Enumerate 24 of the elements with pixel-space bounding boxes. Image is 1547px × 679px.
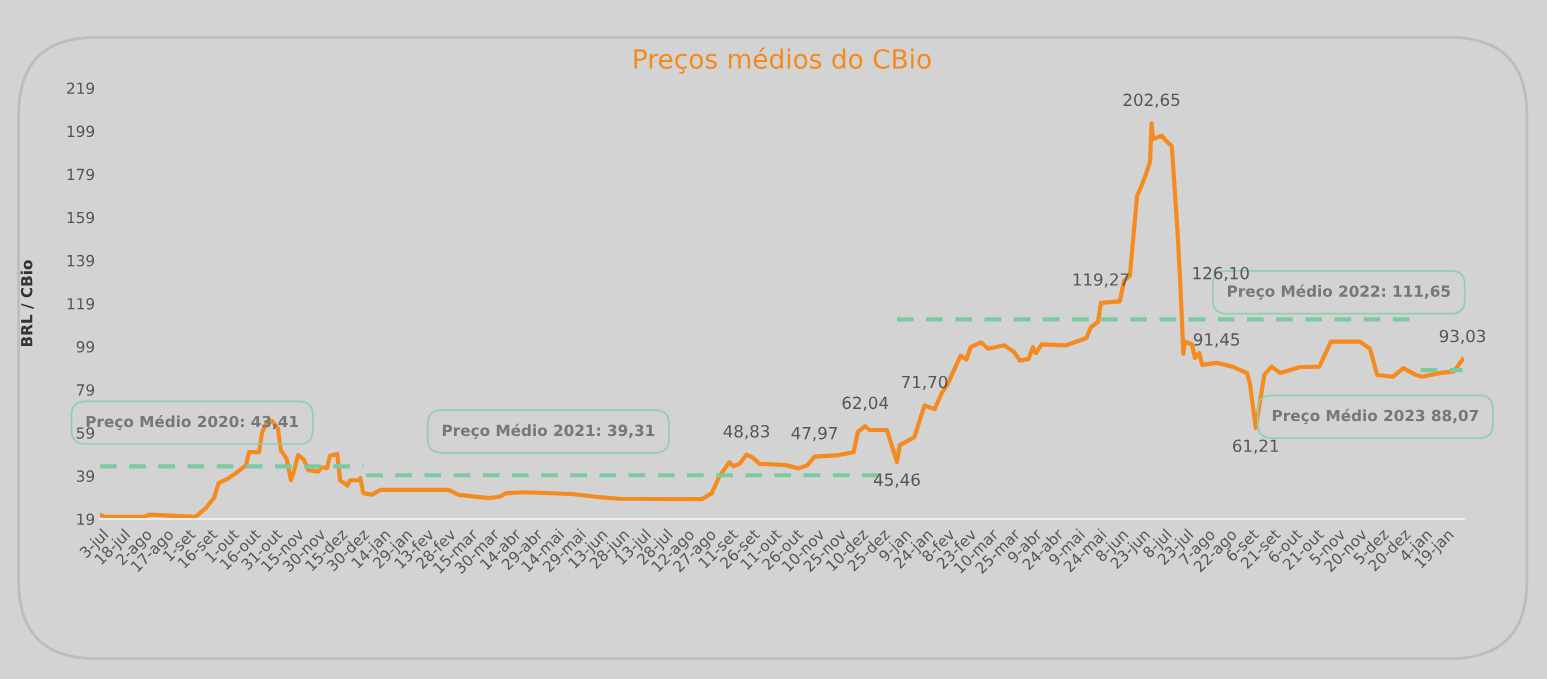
y-tick-label: 139 bbox=[67, 254, 95, 267]
annotation: 61,21 bbox=[1233, 439, 1279, 454]
y-tick-label: 119 bbox=[67, 297, 95, 310]
annotation: 126,10 bbox=[1193, 266, 1249, 282]
chart-title: Preços médios do CBio bbox=[634, 47, 931, 74]
annotation: 93,03 bbox=[1439, 329, 1486, 345]
y-tick-label: 219 bbox=[67, 82, 95, 95]
y-axis-title: BRL / CBio bbox=[20, 260, 34, 347]
annotation: 45,46 bbox=[873, 473, 920, 488]
y-tick-label: 19 bbox=[77, 513, 95, 526]
y-tick-label: 39 bbox=[76, 470, 95, 482]
y-tick-label: 179 bbox=[67, 168, 95, 181]
y-tick-label: 79 bbox=[76, 384, 95, 396]
annotation: 47,97 bbox=[791, 426, 837, 442]
annotation: Preço Médio 2021: 39,31 bbox=[442, 423, 655, 439]
annotation: Preço Médio 2022: 111,65 bbox=[1227, 284, 1450, 300]
y-tick-label: 99 bbox=[76, 341, 95, 353]
annotation: Preço Médio 2023 88,07 bbox=[1272, 408, 1479, 425]
y-tick-label: 199 bbox=[67, 125, 95, 138]
annotation: 62,04 bbox=[842, 396, 889, 411]
annotation: 48,83 bbox=[723, 424, 770, 440]
y-tick-label: 159 bbox=[67, 211, 95, 224]
annotation: 91,45 bbox=[1193, 333, 1240, 348]
annotation: 202,65 bbox=[1123, 93, 1180, 108]
